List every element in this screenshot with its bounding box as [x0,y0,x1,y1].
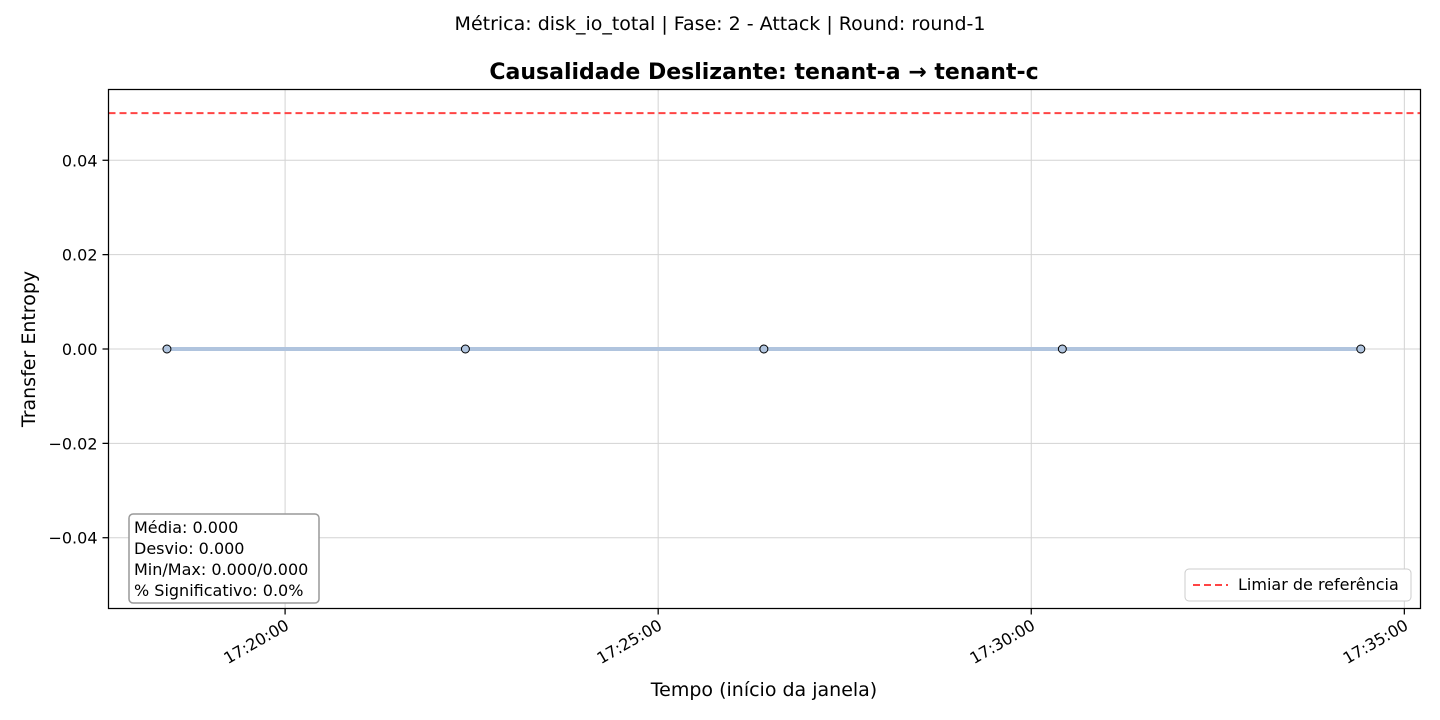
legend-threshold-label: Limiar de referência [1238,575,1399,594]
legend: Limiar de referência [1184,568,1412,602]
data-point [1057,344,1067,354]
stats-box: Média: 0.000 Desvio: 0.000 Min/Max: 0.00… [128,513,320,604]
x-tick-label: 17:35:00 [1340,616,1412,668]
x-axis: 17:20:00 17:25:00 17:30:00 17:35:00 [220,608,1412,668]
x-tick-label: 17:25:00 [593,616,665,668]
data-point [162,344,172,354]
data-point [460,344,470,354]
legend-frame [1184,568,1412,602]
y-tick-label: 0.00 [62,340,98,359]
stats-box-frame [128,513,320,604]
chart-title: Causalidade Deslizante: tenant-a → tenan… [489,60,1038,85]
y-tick-label: 0.04 [62,151,98,170]
stats-line-std: Desvio: 0.000 [134,539,244,558]
y-axis-label: Transfer Entropy [18,271,40,428]
y-tick-label: −0.02 [48,434,97,453]
x-tick-label: 17:20:00 [220,616,292,668]
y-tick-label: −0.04 [48,529,97,548]
stats-line-mean: Média: 0.000 [134,518,238,537]
y-tick-label: 0.02 [62,246,98,265]
data-point [1356,344,1366,354]
chart-suptitle: Métrica: disk_io_total | Fase: 2 - Attac… [455,13,986,35]
series [162,344,1366,354]
x-axis-label: Tempo (início da janela) [650,679,877,701]
x-tick-label: 17:30:00 [967,616,1039,668]
stats-line-minmax: Min/Max: 0.000/0.000 [134,560,308,579]
stats-line-significant: % Significativo: 0.0% [134,581,303,600]
y-axis: 0.04 0.02 0.00 −0.02 −0.04 [48,151,109,548]
data-point [759,344,769,354]
